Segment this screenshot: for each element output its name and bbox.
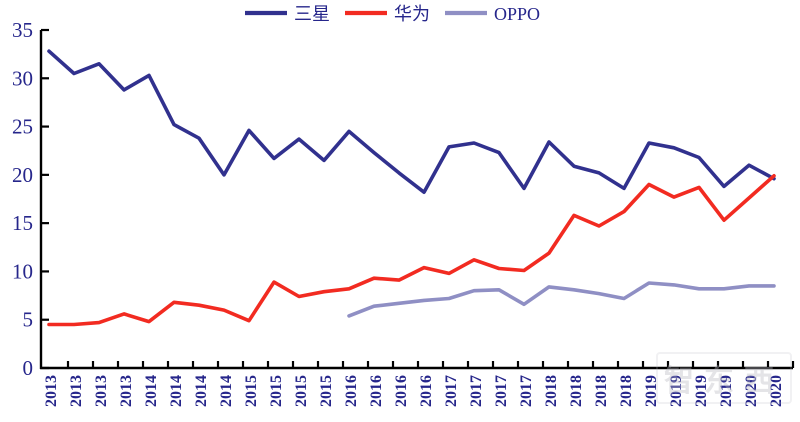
- x-tick-label: 2016: [343, 375, 360, 407]
- x-tick-label: 2018: [618, 375, 635, 407]
- x-tick-label: 2017: [468, 375, 485, 407]
- series-huawei-line: [47, 174, 776, 327]
- x-tick-label: 2013: [93, 375, 110, 407]
- x-tick-label: 2017: [518, 375, 535, 407]
- x-tick-label: 2013: [68, 375, 85, 407]
- y-tick-label: 0: [23, 356, 34, 380]
- x-tick-label: 2014: [193, 375, 210, 407]
- x-tick-label: 2019: [693, 375, 710, 407]
- x-tick-label: 2013: [118, 375, 135, 407]
- x-tick-label: 2018: [568, 375, 585, 407]
- x-tick-label: 2015: [243, 375, 260, 407]
- x-tick-label: 2018: [593, 375, 610, 407]
- x-tick-label: 2017: [443, 375, 460, 407]
- y-tick-label: 35: [12, 18, 33, 42]
- x-tick-label: 2015: [293, 375, 310, 407]
- y-tick-label: 30: [12, 66, 33, 90]
- x-tick-label: 2013: [43, 375, 60, 407]
- legend-label-huawei: 华为: [394, 4, 430, 24]
- series-oppo-line: [347, 281, 776, 318]
- y-tick-label: 10: [12, 259, 33, 283]
- x-tick-label: 2016: [368, 375, 385, 407]
- x-tick-label: 2020: [743, 375, 760, 407]
- y-tick-label: 20: [12, 163, 33, 187]
- x-tick-label: 2015: [268, 375, 285, 407]
- legend-label-oppo: OPPO: [494, 4, 540, 24]
- x-tick-label: 2019: [668, 375, 685, 407]
- x-tick-label: 2016: [418, 375, 435, 407]
- x-tick-label: 2018: [543, 375, 560, 407]
- x-tick-label: 2019: [718, 375, 735, 407]
- x-tick-label: 2015: [318, 375, 335, 407]
- x-tick-label: 2019: [643, 375, 660, 407]
- x-tick-label: 2016: [393, 375, 410, 407]
- x-tick-label: 2014: [143, 375, 160, 407]
- y-tick-label: 15: [12, 211, 33, 235]
- y-tick-label: 5: [23, 308, 34, 332]
- legend-label-samsung: 三星: [294, 4, 330, 24]
- x-tick-label: 2020: [768, 375, 785, 407]
- series-samsung-line: [47, 49, 776, 194]
- x-tick-label: 2014: [218, 375, 235, 407]
- x-tick-label: 2014: [168, 375, 185, 407]
- x-tick-label: 2017: [493, 375, 510, 407]
- y-tick-label: 25: [12, 115, 33, 139]
